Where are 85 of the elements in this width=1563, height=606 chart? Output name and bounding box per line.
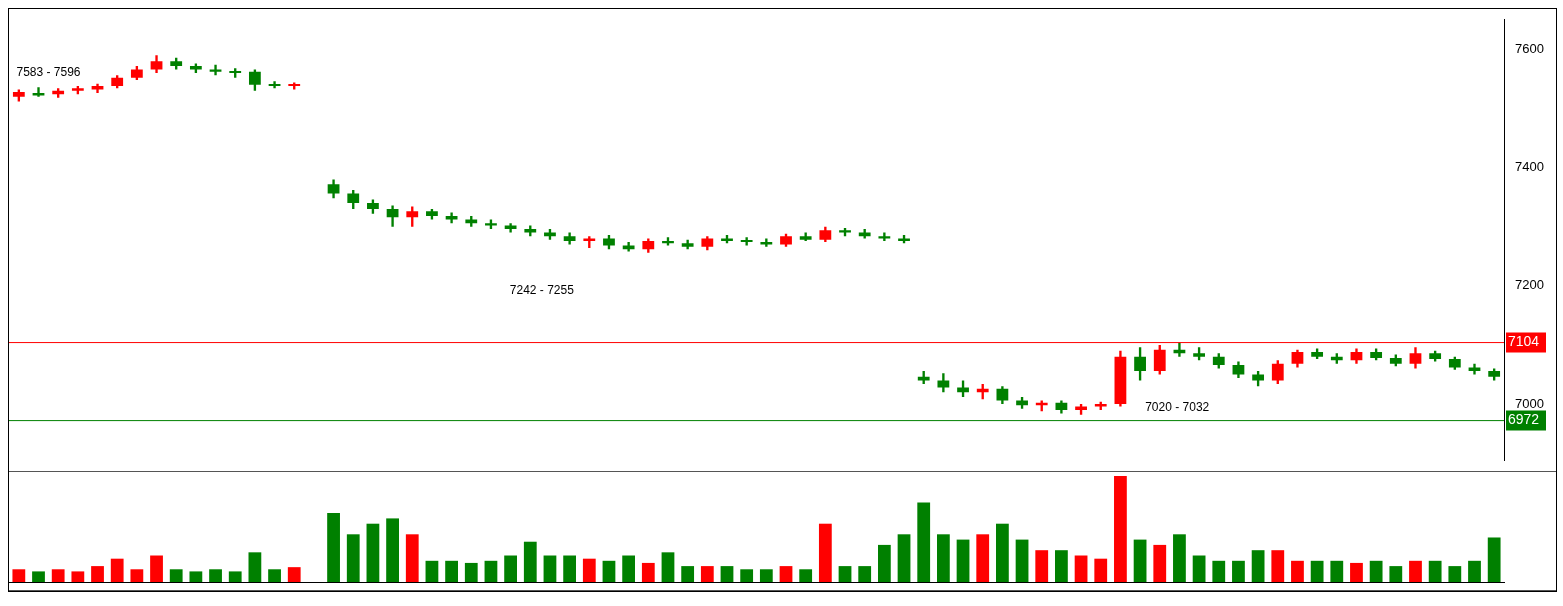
bar	[1448, 566, 1462, 582]
bar	[1487, 537, 1501, 582]
bar	[1310, 560, 1324, 582]
bar	[818, 523, 832, 582]
bar	[504, 555, 518, 582]
bar	[287, 567, 301, 582]
annotation: 7020 - 7032	[1145, 399, 1210, 414]
bar	[897, 534, 911, 582]
candlestick	[878, 232, 891, 241]
bar	[1369, 560, 1383, 582]
bar	[150, 555, 163, 582]
bar	[464, 562, 478, 582]
bar	[720, 566, 734, 582]
bar	[838, 566, 852, 582]
bar	[268, 569, 281, 582]
bar	[1468, 560, 1481, 582]
bar	[661, 552, 675, 582]
bar	[1035, 550, 1049, 582]
bar	[209, 569, 222, 582]
annotation: 7583 - 7596	[16, 64, 81, 79]
bar	[976, 534, 990, 582]
bar	[405, 534, 419, 582]
bar	[71, 571, 85, 582]
bar	[681, 566, 695, 582]
bar	[1055, 550, 1068, 582]
bar	[1153, 544, 1167, 582]
bar	[956, 539, 970, 582]
bar	[779, 566, 793, 582]
bar	[484, 560, 498, 582]
bar	[91, 566, 104, 582]
bar	[1389, 566, 1403, 582]
bar	[1350, 562, 1363, 582]
bar	[1212, 560, 1226, 582]
bar	[1192, 555, 1206, 582]
bar	[1428, 560, 1442, 582]
bar	[1133, 539, 1147, 582]
bar	[248, 552, 262, 582]
bar	[1291, 560, 1304, 582]
ref-line-label: 7104	[1508, 333, 1540, 350]
ref-line-label: 6972	[1508, 411, 1540, 428]
bar	[130, 569, 144, 582]
bar	[759, 569, 773, 582]
bar	[51, 569, 65, 582]
bar	[1232, 560, 1245, 582]
bar	[32, 571, 45, 582]
bar	[445, 560, 458, 582]
bar	[622, 555, 636, 582]
annotation: 7242 - 7255	[509, 282, 575, 297]
bar	[563, 555, 577, 582]
bar	[1074, 555, 1088, 582]
bar	[523, 541, 537, 582]
bar	[917, 502, 931, 582]
bar	[602, 560, 616, 582]
bar	[1409, 560, 1422, 582]
bar	[740, 569, 754, 582]
bar	[996, 523, 1009, 582]
bar	[543, 555, 557, 582]
y-tick-label: 7400	[1515, 159, 1544, 175]
bar	[169, 569, 183, 582]
bar	[1094, 558, 1108, 582]
bar	[700, 566, 714, 582]
bar	[228, 571, 242, 582]
bar	[1114, 476, 1127, 582]
bar	[877, 544, 891, 582]
bar	[386, 518, 399, 582]
bar	[1271, 550, 1285, 582]
bar	[1330, 560, 1344, 582]
bar	[641, 562, 655, 582]
bar	[425, 560, 439, 582]
bar	[110, 558, 124, 582]
bar	[346, 534, 360, 582]
bar	[12, 569, 26, 582]
bar	[327, 513, 340, 582]
bar	[366, 523, 380, 582]
bar	[582, 558, 596, 582]
y-tick-label: 7200	[1515, 277, 1544, 293]
bar	[799, 569, 813, 582]
bar	[1251, 550, 1265, 582]
bar	[1015, 539, 1029, 582]
y-tick-label: 7600	[1515, 40, 1544, 56]
y-tick-label: 7000	[1515, 395, 1544, 411]
bar	[936, 534, 950, 582]
bar	[1173, 534, 1186, 582]
bar	[189, 571, 203, 582]
bar	[858, 566, 872, 582]
